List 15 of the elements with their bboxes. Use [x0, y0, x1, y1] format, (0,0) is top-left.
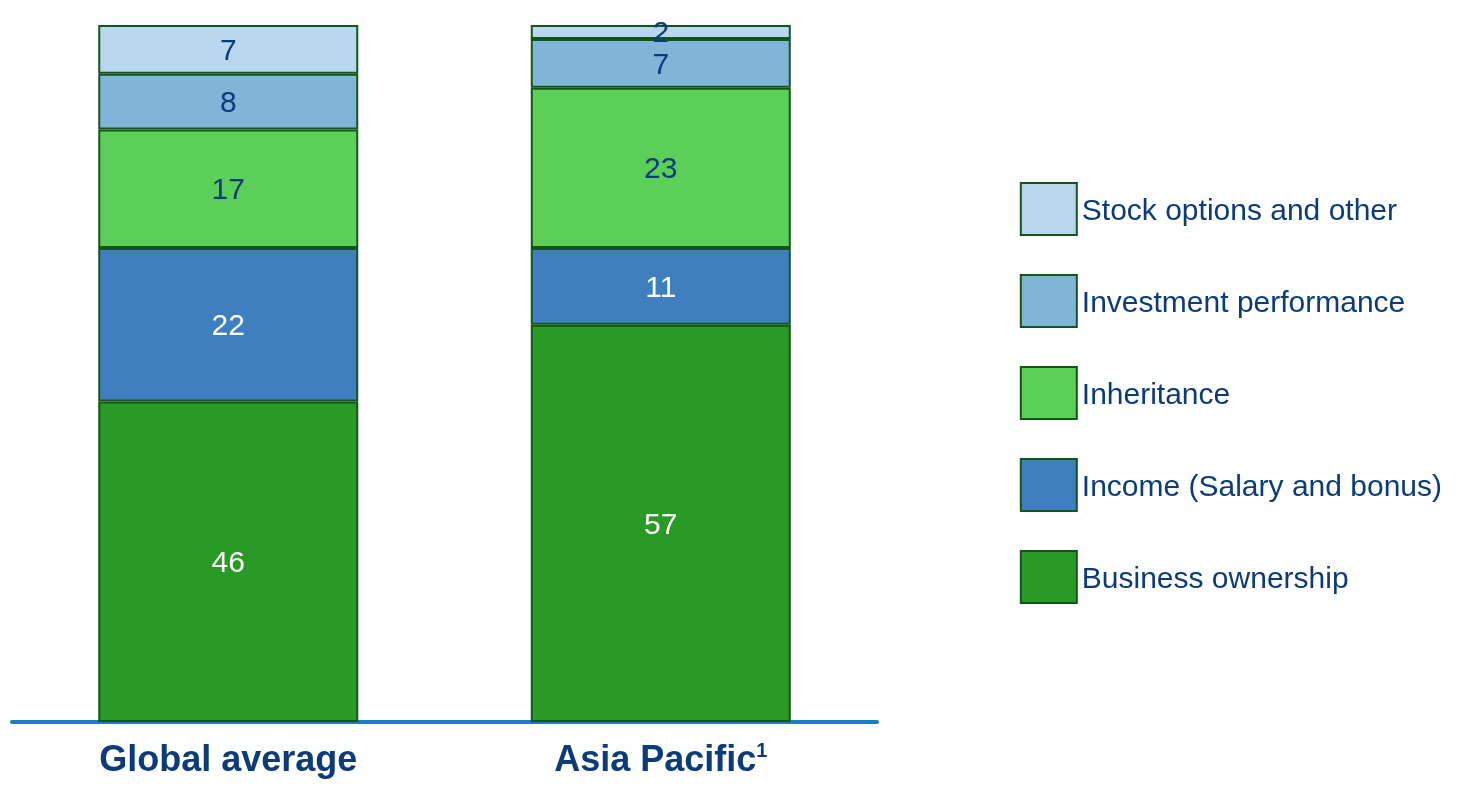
x-tick-label: Global average: [99, 737, 358, 779]
legend-label: Inheritance: [1081, 376, 1231, 410]
legend-label: Business ownership: [1081, 560, 1349, 594]
data-label: 8: [219, 85, 237, 119]
legend-label: Investment performance: [1081, 284, 1406, 318]
data-label: 17: [211, 172, 245, 206]
legend-label: Income (Salary and bonus): [1081, 468, 1443, 502]
data-label: 11: [645, 269, 677, 303]
data-label: 22: [211, 308, 245, 342]
data-label: 7: [219, 32, 237, 66]
data-label: 57: [644, 506, 678, 540]
data-label: 23: [644, 151, 678, 185]
data-label: 7: [652, 46, 670, 80]
legend-label: Stock options and other: [1081, 192, 1398, 226]
data-label: 46: [211, 545, 245, 579]
